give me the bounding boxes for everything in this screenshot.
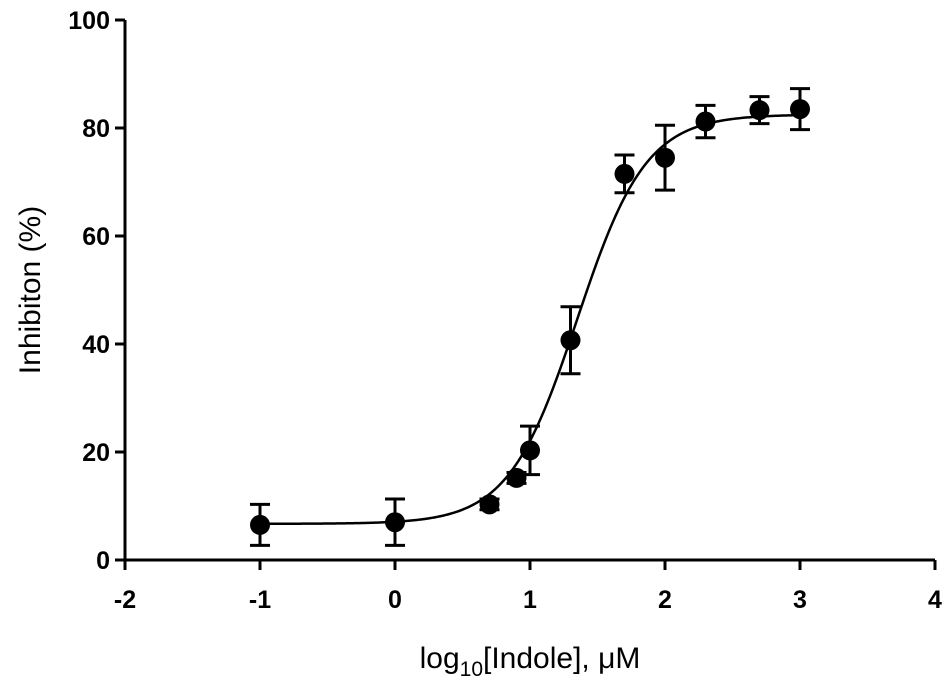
data-point [506, 467, 527, 488]
x-tick-label: -2 [114, 586, 136, 614]
y-axis-title: Inhibiton (%) [14, 206, 47, 374]
x-tick-label: 2 [658, 586, 672, 614]
data-point-group [560, 305, 581, 376]
y-tick-label: 0 [96, 547, 110, 575]
data-point [560, 330, 581, 351]
y-tick-label: 40 [82, 331, 110, 359]
data-points-layer [250, 87, 810, 547]
data-point [655, 147, 675, 168]
x-tick-label: 1 [523, 586, 537, 614]
y-tick-label: 80 [82, 115, 110, 143]
x-axis-title: log10[Indole], μM [420, 642, 641, 681]
data-point-group [250, 502, 270, 547]
data-point [695, 111, 716, 132]
data-point [520, 440, 540, 461]
x-tick-label: 4 [928, 586, 942, 614]
data-point-group [695, 103, 716, 140]
data-point-group [655, 123, 675, 192]
data-point-group [385, 497, 405, 547]
x-axis-ticks: -2 -1 0 1 2 3 4 [114, 560, 942, 614]
x-axis-title-rest: [Indole], μM [483, 642, 640, 675]
x-tick-label: -1 [249, 586, 271, 614]
data-point-group [614, 153, 635, 195]
x-axis-title-base: log [420, 642, 460, 675]
plot-area [123, 20, 935, 562]
data-point [749, 100, 770, 121]
data-point-group [790, 87, 810, 132]
data-point-group [479, 494, 500, 515]
x-tick-label: 0 [388, 586, 402, 614]
data-point-group [520, 424, 540, 477]
data-point-group [749, 95, 770, 126]
data-point-group [506, 467, 527, 488]
data-point [479, 494, 500, 515]
y-tick-label: 60 [82, 223, 110, 251]
y-tick-label: 20 [82, 439, 110, 467]
y-axis-ticks: 0 20 40 60 80 100 [68, 7, 125, 575]
data-point [385, 512, 405, 533]
data-point [790, 99, 810, 120]
x-axis-title-subscript: 10 [460, 658, 483, 681]
x-tick-label: 3 [793, 586, 807, 614]
data-point [614, 163, 635, 184]
data-point [250, 514, 270, 535]
y-tick-label: 100 [68, 7, 110, 35]
